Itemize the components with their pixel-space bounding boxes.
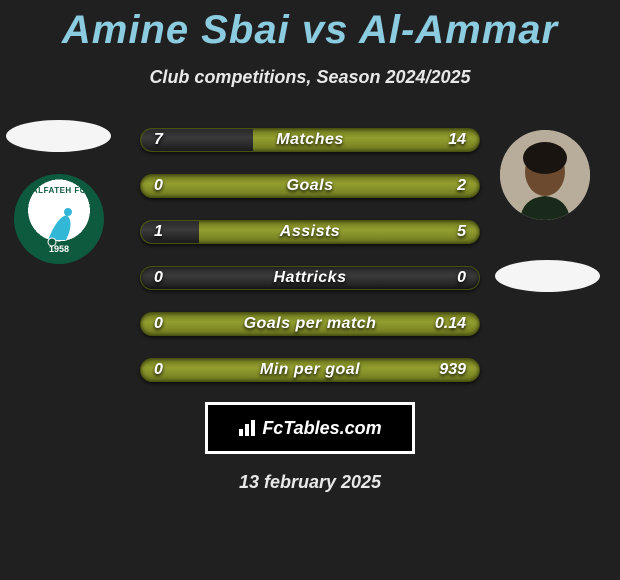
stat-row: 15Assists — [140, 218, 480, 246]
bars-icon — [238, 419, 258, 437]
stat-row: 714Matches — [140, 126, 480, 154]
stat-bar — [140, 174, 480, 198]
stat-bar-left-segment — [141, 129, 253, 151]
stats-area: 714Matches 02Goals 15Assists 00Hattricks 00.… — [0, 126, 620, 384]
title-player-left: Amine Sbai — [62, 8, 290, 52]
stat-row: 00Hattricks — [140, 264, 480, 292]
stat-bar-left-segment — [141, 221, 199, 243]
page-title: Amine Sbai vs Al-Ammar — [0, 0, 620, 53]
brand-box: FcTables.com — [205, 402, 415, 454]
title-player-right: Al-Ammar — [359, 8, 558, 52]
stat-row: 02Goals — [140, 172, 480, 200]
stat-bar — [140, 358, 480, 382]
stat-row: 0939Min per goal — [140, 356, 480, 384]
brand-label: FcTables.com — [238, 418, 381, 439]
title-vs: vs — [302, 8, 349, 52]
date-line: 13 february 2025 — [0, 472, 620, 493]
stat-bar — [140, 128, 480, 152]
stat-bar — [140, 266, 480, 290]
brand-text: FcTables.com — [262, 418, 381, 439]
stat-bar — [140, 220, 480, 244]
stat-bar — [140, 312, 480, 336]
stat-row: 00.14Goals per match — [140, 310, 480, 338]
subtitle: Club competitions, Season 2024/2025 — [0, 67, 620, 88]
